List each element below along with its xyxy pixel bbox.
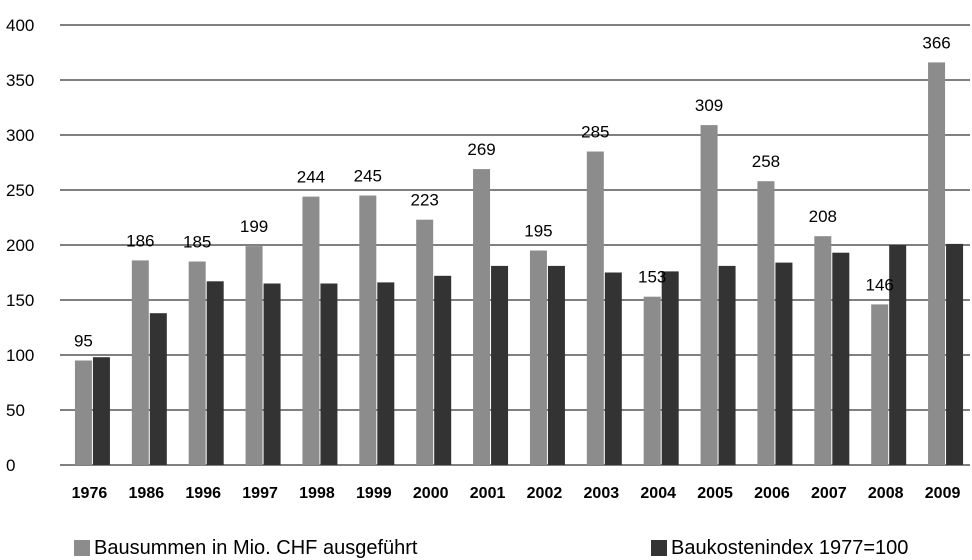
- bar-bausummen: [871, 304, 889, 465]
- data-label-bausummen: 309: [695, 96, 723, 115]
- bar-baukostenindex: [946, 243, 964, 465]
- bar-bausummen: [416, 219, 434, 465]
- bar-baukostenindex: [377, 282, 395, 465]
- bar-bausummen: [473, 169, 491, 465]
- bar-bausummen: [188, 261, 206, 465]
- bars: [74, 62, 964, 466]
- bar-bausummen: [586, 151, 604, 465]
- bar-bausummen: [131, 260, 149, 465]
- x-category-label: 2005: [697, 485, 733, 502]
- data-label-bausummen: 258: [752, 152, 780, 171]
- bar-bausummen: [302, 196, 320, 465]
- data-label-bausummen: 186: [126, 231, 154, 250]
- y-axis-tick-labels: 0 50 100 150 200 250 300 350 400: [6, 16, 34, 475]
- bar-bausummen: [814, 236, 832, 465]
- legend-swatch-bausummen: [74, 540, 90, 556]
- data-label-bausummen: 195: [524, 222, 552, 241]
- bar-chart: 0 50 100 150 200 250 300 350 400 95 186 185 199 244 2…: [6, 16, 970, 502]
- data-label-bausummen: 95: [74, 332, 93, 351]
- y-tick-label: 200: [6, 236, 34, 255]
- y-tick-label: 100: [6, 346, 34, 365]
- bar-bausummen: [928, 62, 946, 466]
- legend-item-baukostenindex: Baukostenindex 1977=100: [651, 536, 908, 560]
- data-label-bausummen: 199: [240, 217, 268, 236]
- legend-swatch-baukostenindex: [651, 540, 667, 556]
- x-category-label: 2003: [584, 485, 620, 502]
- bar-baukostenindex: [434, 275, 452, 465]
- data-labels: 95 186 185 199 244 245 223 269 195 285 153 309 258 20…: [74, 33, 951, 350]
- y-tick-label: 300: [6, 126, 34, 145]
- bar-baukostenindex: [775, 262, 793, 465]
- bar-baukostenindex: [889, 245, 907, 465]
- y-tick-label: 0: [6, 456, 15, 475]
- bar-bausummen: [529, 250, 547, 465]
- bar-baukostenindex: [149, 313, 167, 465]
- bar-bausummen: [757, 181, 775, 465]
- bar-baukostenindex: [718, 265, 736, 465]
- x-category-label: 2004: [640, 485, 676, 502]
- x-category-label: 1999: [356, 485, 392, 502]
- x-category-label: 2009: [925, 485, 961, 502]
- x-category-label: 1976: [72, 485, 108, 502]
- x-category-label: 1997: [242, 485, 278, 502]
- legend-item-bausummen: Bausummen in Mio. CHF ausgeführt: [74, 536, 417, 560]
- bar-baukostenindex: [320, 283, 338, 465]
- bar-baukostenindex: [206, 281, 224, 465]
- x-category-label: 2002: [527, 485, 563, 502]
- x-category-label: 2008: [868, 485, 904, 502]
- bar-bausummen: [359, 195, 377, 465]
- x-category-label: 1996: [185, 485, 221, 502]
- bar-bausummen: [643, 296, 661, 465]
- y-tick-label: 250: [6, 181, 34, 200]
- y-tick-label: 350: [6, 71, 34, 90]
- x-category-label: 2000: [413, 485, 449, 502]
- y-tick-label: 150: [6, 291, 34, 310]
- data-label-bausummen: 185: [183, 233, 211, 252]
- bar-baukostenindex: [604, 272, 622, 465]
- bar-baukostenindex: [832, 252, 850, 465]
- legend-label-bausummen: Bausummen in Mio. CHF ausgeführt: [94, 536, 418, 559]
- bar-baukostenindex: [263, 283, 281, 465]
- y-tick-label: 400: [6, 16, 34, 35]
- data-label-bausummen: 146: [866, 275, 894, 294]
- x-category-label: 2001: [470, 485, 506, 502]
- y-tick-label: 50: [6, 401, 25, 420]
- bar-baukostenindex: [491, 265, 509, 465]
- bar-baukostenindex: [92, 357, 110, 465]
- data-label-bausummen: 223: [411, 191, 439, 210]
- legend-label-baukostenindex: Baukostenindex 1977=100: [671, 536, 909, 559]
- x-axis-category-labels: 1976 1986 1996 1997 1998 1999 2000 2001 2002 2003…: [72, 485, 961, 502]
- bar-bausummen: [74, 360, 92, 465]
- x-category-label: 1998: [299, 485, 335, 502]
- bar-baukostenindex: [547, 265, 565, 465]
- data-label-bausummen: 366: [922, 33, 950, 52]
- data-label-bausummen: 208: [809, 207, 837, 226]
- x-category-label: 2006: [754, 485, 790, 502]
- bar-baukostenindex: [661, 271, 679, 465]
- data-label-bausummen: 269: [467, 140, 495, 159]
- bar-bausummen: [245, 246, 263, 465]
- bar-bausummen: [700, 125, 718, 465]
- data-label-bausummen: 153: [638, 268, 666, 287]
- x-category-label: 1986: [129, 485, 165, 502]
- data-label-bausummen: 245: [354, 167, 382, 186]
- x-category-label: 2007: [811, 485, 847, 502]
- data-label-bausummen: 285: [581, 123, 609, 142]
- data-label-bausummen: 244: [297, 168, 325, 187]
